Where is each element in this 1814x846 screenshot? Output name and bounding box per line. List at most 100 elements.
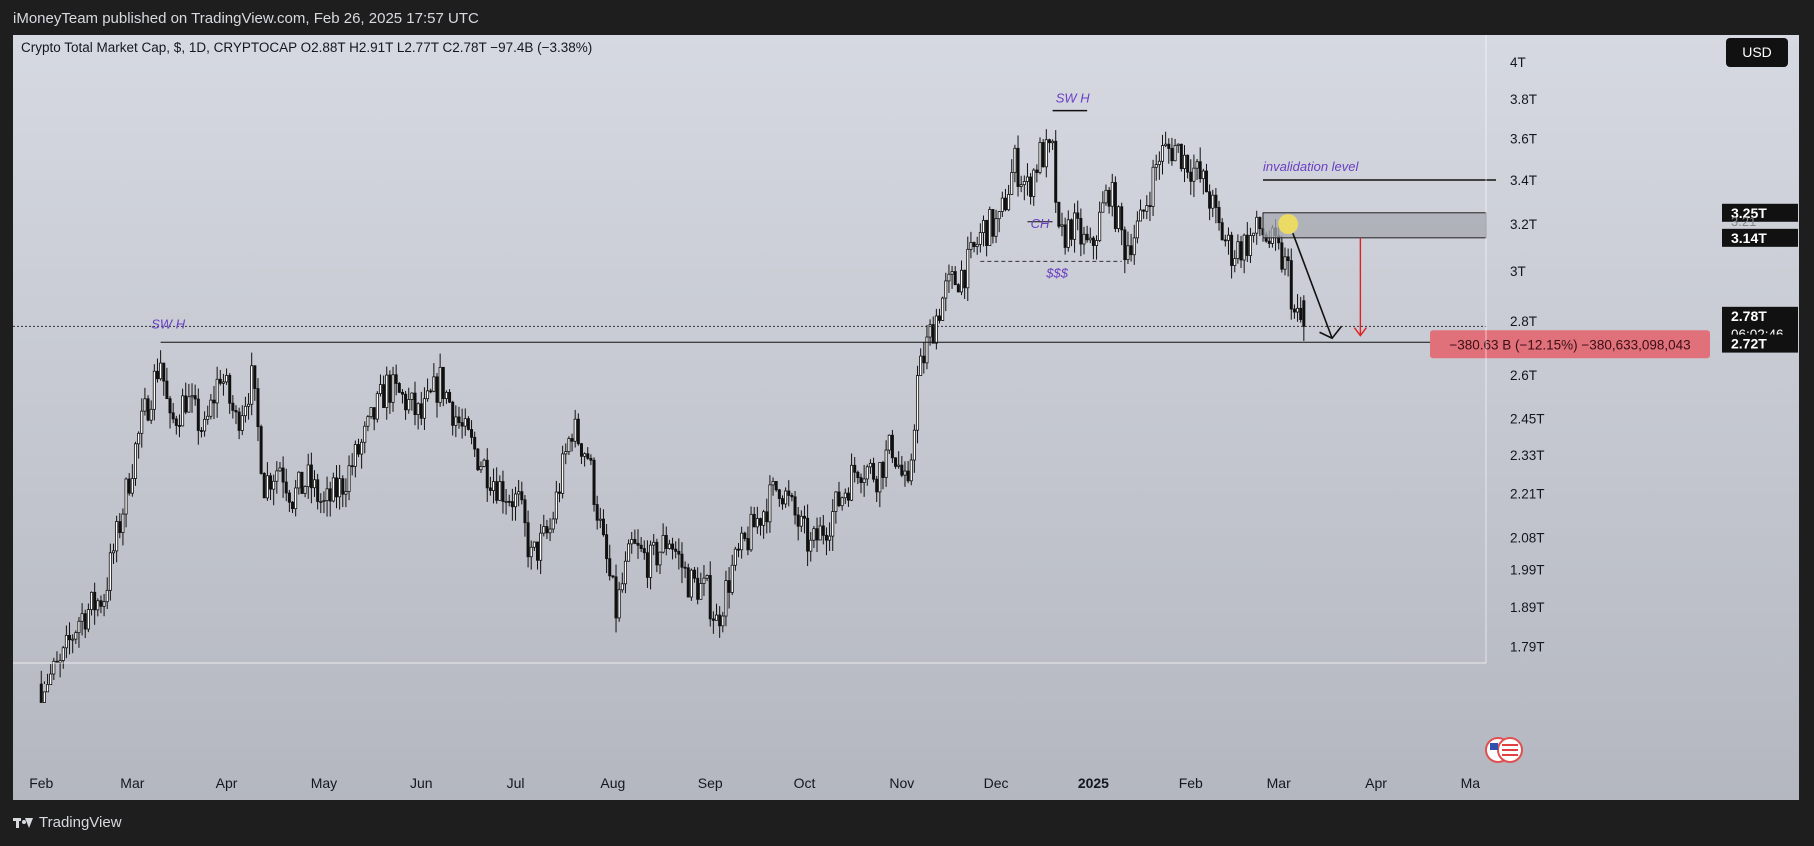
candle [115, 515, 119, 563]
candle [1025, 163, 1029, 196]
candle [557, 483, 561, 503]
candle [1104, 184, 1108, 206]
candle-body [551, 518, 555, 530]
candle [256, 378, 260, 442]
candle-body [309, 464, 313, 489]
candle-body [1170, 148, 1174, 162]
candle [49, 664, 53, 686]
candle-body [174, 418, 178, 426]
candle [143, 387, 147, 416]
supply-zone-box[interactable] [1262, 212, 1487, 239]
candle [1217, 200, 1221, 231]
chart-panel[interactable]: SW H SW H CH $$$ invalidation level −380.63 B… [13, 35, 1799, 800]
candle-body [507, 500, 511, 503]
projection-arrow-line[interactable] [1292, 232, 1333, 339]
candle [605, 524, 609, 574]
candle [972, 241, 976, 253]
candle-body [872, 462, 876, 480]
candle [1139, 199, 1143, 222]
candle-body [206, 415, 210, 420]
candle-body [501, 481, 505, 502]
time-axis[interactable]: Feb Mar Apr May Jun Jul Aug Sep Oct Nov Dec 2025 Feb… [13, 662, 1486, 791]
candle-body [127, 478, 131, 494]
candle-body [1230, 234, 1234, 266]
candle [975, 236, 979, 255]
candle-body [934, 315, 938, 344]
candle-body [388, 374, 392, 403]
candle [586, 447, 590, 460]
candle [909, 453, 913, 486]
candle-body [93, 591, 97, 611]
target-price-label[interactable]: 2.72T [1722, 334, 1798, 353]
candle [460, 408, 464, 439]
currency-button[interactable]: USD [1726, 38, 1788, 67]
candle [90, 591, 94, 616]
candle-body [118, 521, 122, 534]
price-axis[interactable]: 4T 3.8T 3.6T 3.4T 3.2T 3T 2.8T 2.6T 2.45T 2.33T 2.… [1485, 35, 1545, 663]
candle-body [80, 613, 84, 622]
candle [181, 388, 185, 427]
measure-result-label[interactable]: −380.63 B (−12.15%) −380,633,098,043 [1430, 330, 1710, 359]
candle-body [71, 638, 75, 641]
candle [944, 272, 948, 312]
candle [225, 368, 229, 385]
candle-body [1280, 242, 1284, 270]
zone-top-price-label[interactable]: 3.25T [1722, 203, 1798, 222]
candle [105, 577, 109, 610]
candle [199, 427, 203, 438]
candle [583, 452, 587, 467]
zone-bottom-price-label[interactable]: 3.14T [1722, 228, 1798, 247]
candle-body [975, 243, 979, 247]
candlestick-chart[interactable]: SW H SW H CH $$$ invalidation level −380.63 B… [13, 35, 1799, 800]
candle-body [269, 475, 273, 490]
candle-body [969, 242, 973, 250]
candle [196, 388, 200, 445]
candle [837, 481, 841, 508]
candle-body [514, 493, 518, 508]
candle [306, 453, 310, 499]
candle [931, 316, 935, 344]
candle-body [897, 464, 901, 467]
measure-result-text: −380.63 B (−12.15%) −380,633,098,043 [1449, 337, 1690, 352]
candle-body [1010, 172, 1014, 195]
time-tick-label: 2025 [1078, 775, 1109, 791]
candle-body [313, 479, 317, 489]
candle-body [868, 462, 872, 468]
candle [193, 384, 197, 406]
candle-body [1069, 219, 1073, 240]
candle-body [159, 362, 163, 380]
candle [611, 575, 615, 579]
flag-icons[interactable] [1485, 737, 1523, 763]
candle-body [532, 541, 536, 548]
candle-body [1073, 212, 1077, 240]
candle [815, 517, 819, 553]
candle [316, 473, 320, 510]
candle-body [1076, 212, 1080, 219]
swing-high-label-dec: SW H [1056, 91, 1091, 106]
footer-brand[interactable]: TradingView [13, 814, 122, 831]
candle [284, 468, 288, 502]
candle-body [586, 453, 590, 459]
candle-body [595, 504, 599, 521]
candle-body [1176, 143, 1180, 146]
candle-body [884, 449, 888, 478]
price-tick-label: 3T [1510, 264, 1526, 279]
candle [554, 480, 558, 524]
candle [485, 448, 489, 502]
candle-body [605, 534, 609, 560]
candle [482, 458, 486, 468]
candle-body [193, 395, 197, 400]
candle-body [294, 487, 298, 510]
candle-body [749, 513, 753, 551]
candle-body [733, 548, 737, 566]
candle-body [667, 543, 671, 549]
candle [903, 461, 907, 487]
candle [959, 260, 963, 296]
candle [1204, 163, 1208, 193]
candle-body [1220, 222, 1224, 241]
candle [1013, 144, 1017, 183]
candle [435, 373, 439, 418]
candle [209, 394, 213, 420]
candle [787, 480, 791, 507]
